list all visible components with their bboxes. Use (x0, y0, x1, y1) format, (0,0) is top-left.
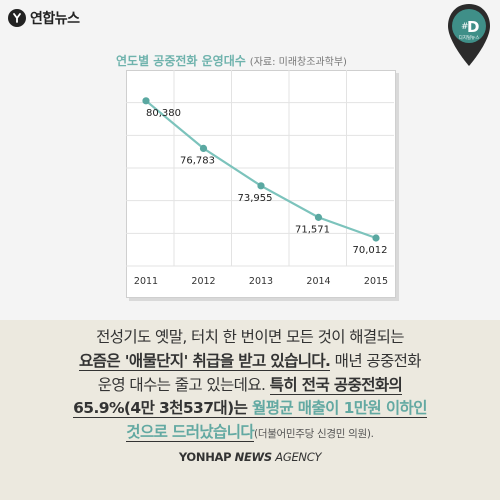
data-point (142, 97, 150, 105)
logo-text: 연합뉴스 (30, 11, 80, 27)
line-chart: 80,380 76,783 73,955 71,571 70,012 2011 2012 20… (126, 70, 394, 287)
footer-part-2: NEWS (234, 450, 273, 464)
svg-text:#: # (461, 22, 469, 32)
body-line-5-a: 것으로 드러났습니다 (126, 423, 255, 443)
pin-label: D (467, 18, 479, 36)
data-label: 76,783 (180, 155, 215, 166)
x-tick-label: 2011 (134, 276, 158, 287)
footer-credit: YONHAP NEWS AGENCY (0, 450, 500, 464)
data-point (257, 182, 265, 190)
footer-part-3: AGENCY (275, 450, 322, 464)
body-line-4-b: 월평균 매출이 1만원 이하인 (252, 399, 427, 419)
data-point (314, 213, 323, 221)
body-line-3: 운영 대수는 줄고 있는데요. 특히 전국 공중전화의 (22, 374, 478, 398)
pin-sublabel: 디지털뉴스 (459, 34, 480, 41)
chart-title: 연도별 공중전화 운영대수 (116, 54, 246, 68)
data-point (372, 234, 380, 242)
body-line-3-a: 운영 대수는 줄고 있는데요. (97, 375, 270, 394)
body-paragraph: 전성기도 옛말, 터치 한 번이면 모든 것이 해결되는 요즘은 '애물단지' … (22, 326, 478, 447)
body-line-5: 것으로 드러났습니다(더불어민주당 신경민 의원). (22, 421, 478, 447)
body-line-2: 요즘은 '애물단지' 취급을 받고 있습니다. 매년 공중전화 (22, 350, 478, 374)
body-line-2-rest: 매년 공중전화 (330, 351, 422, 370)
body-line-3-b: 특히 전국 공중전화의 (269, 375, 403, 395)
series-line (145, 99, 377, 240)
yonhap-logo-icon (8, 9, 26, 27)
footer-part-1: YONHAP (178, 450, 232, 464)
body-line-1: 전성기도 옛말, 터치 한 번이면 모든 것이 해결되는 (96, 328, 404, 346)
digital-news-pin-icon: # D 디지털뉴스 (448, 4, 490, 66)
x-tick-label: 2012 (191, 276, 215, 287)
body-line-2-underlined: 요즘은 '애물단지' 취급을 받고 있습니다. (79, 351, 331, 371)
body-line-4-a: 65.9%(4만 3천537대)는 (73, 399, 253, 419)
body-line-5-b: (더불어민주당 신경민 의원). (254, 428, 374, 441)
data-point (199, 144, 208, 153)
data-label: 70,012 (353, 245, 388, 256)
data-label: 71,571 (295, 224, 330, 235)
chart-title-row: 연도별 공중전화 운영대수 (자료: 미래창조과학부) (116, 50, 347, 69)
infographic-bottom (0, 320, 500, 500)
x-tick-label: 2014 (306, 276, 330, 287)
chart-source: (자료: 미래창조과학부) (249, 57, 347, 68)
body-line-4: 65.9%(4만 3천537대)는 월평균 매출이 1만원 이하인 (22, 397, 478, 421)
data-label: 80,380 (146, 108, 181, 119)
x-tick-label: 2015 (364, 276, 388, 287)
x-tick-label: 2013 (249, 276, 273, 287)
data-label: 73,955 (238, 193, 273, 204)
yonhap-logo: 연합뉴스 (8, 8, 80, 28)
